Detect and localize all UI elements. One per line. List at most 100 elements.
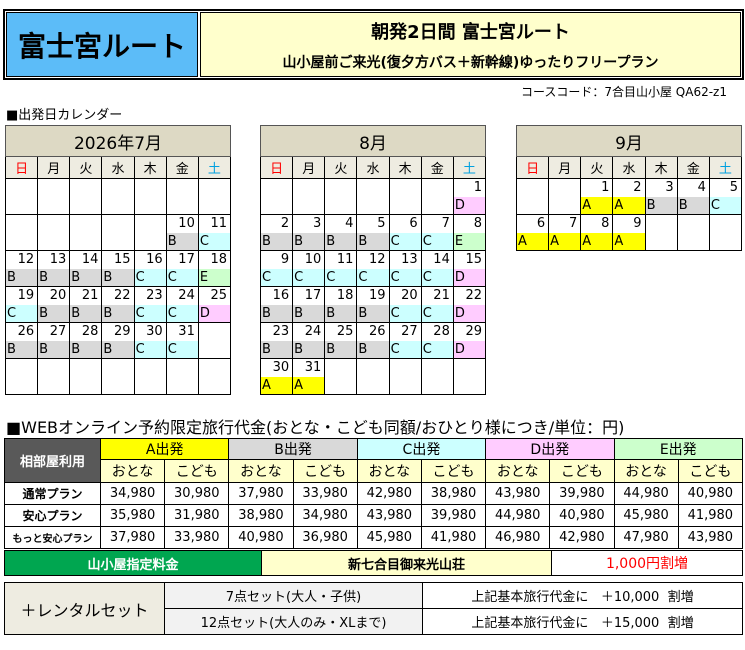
calendar-day[interactable]: 17 C: [165, 250, 199, 287]
calendar-day[interactable]: 20 C: [388, 286, 422, 323]
calendar-day[interactable]: 16 C: [133, 250, 167, 287]
calendar-empty-cell: [37, 214, 71, 251]
calendar-day[interactable]: 10 C: [292, 250, 326, 287]
calendar-day[interactable]: 31 C: [165, 322, 199, 359]
calendar-day[interactable]: 12 B: [4, 250, 39, 287]
calendar-day[interactable]: 25 B: [324, 322, 358, 359]
day-number: 26: [369, 324, 386, 339]
calendar-day[interactable]: 31 A: [292, 358, 326, 395]
calendar-day[interactable]: 25 D: [197, 286, 232, 323]
day-number: 4: [697, 180, 706, 195]
calendar-day[interactable]: 28 B: [69, 322, 103, 359]
plan-label: もっと安心プラン: [4, 526, 101, 549]
calendar-empty-cell: [133, 358, 167, 395]
rental-label: ＋レンタルセット: [4, 582, 165, 635]
calendar-day[interactable]: 17 B: [292, 286, 326, 323]
weekday-header: 土: [452, 156, 487, 179]
calendar-day[interactable]: 16 B: [259, 286, 294, 323]
calendar-day[interactable]: 28 C: [420, 322, 454, 359]
calendar-day[interactable]: 10 B: [165, 214, 199, 251]
tour-title: 朝発2日間 富士宮ルート: [371, 21, 570, 43]
calendar-empty-cell: [644, 214, 678, 251]
calendar-day[interactable]: 21 B: [69, 286, 103, 323]
price-cell: 37,980: [99, 526, 166, 549]
calendar-day[interactable]: 13 B: [37, 250, 71, 287]
calendar-day[interactable]: 11 C: [324, 250, 358, 287]
price-row: もっと安心プラン 37,980 33,980 40,980 36,980 45,980 41…: [4, 526, 744, 549]
day-number: 31: [178, 324, 195, 339]
departure-code: B: [357, 305, 389, 322]
calendar-day[interactable]: 30 C: [133, 322, 167, 359]
calendar-empty-cell: [4, 178, 39, 215]
day-number: 23: [272, 324, 290, 339]
calendar-day[interactable]: 15 D: [452, 250, 487, 287]
calendar-day[interactable]: 19 B: [356, 286, 390, 323]
calendar-day[interactable]: 23 B: [259, 322, 294, 359]
day-number: 21: [433, 288, 450, 303]
day-number: 20: [49, 288, 67, 303]
calendar-day[interactable]: 22 B: [101, 286, 135, 323]
departure-code: A: [293, 377, 325, 394]
calendar-empty-cell: [197, 178, 232, 215]
calendar-day[interactable]: 12 C: [356, 250, 390, 287]
departure-code: C: [421, 341, 453, 358]
calendar-day[interactable]: 24 C: [165, 286, 199, 323]
calendar-day[interactable]: 21 C: [420, 286, 454, 323]
calendar-day[interactable]: 29 B: [101, 322, 135, 359]
weekday-header: 木: [388, 156, 422, 179]
departure-code: C: [389, 305, 421, 322]
adult-header: おとな: [485, 459, 551, 483]
calendar-day[interactable]: 15 B: [101, 250, 135, 287]
calendar-empty-cell: [101, 358, 135, 395]
plan-label: 安心プラン: [4, 504, 101, 527]
calendar-day[interactable]: 14 C: [420, 250, 454, 287]
calendar-empty-cell: [37, 178, 71, 215]
departure-code: B: [70, 305, 102, 322]
calendar-day[interactable]: 20 B: [37, 286, 71, 323]
calendar-day[interactable]: 23 C: [133, 286, 167, 323]
day-number: 29: [465, 324, 482, 339]
day-number: 27: [49, 324, 67, 339]
calendar-empty-cell: [165, 358, 199, 395]
calendar-empty-cell: [69, 358, 103, 395]
calendar-day[interactable]: 22 D: [452, 286, 487, 323]
calendar-day[interactable]: 18 B: [324, 286, 358, 323]
calendar-day[interactable]: 26 B: [356, 322, 390, 359]
calendar-day[interactable]: 13 C: [388, 250, 422, 287]
calendar-day[interactable]: 14 B: [69, 250, 103, 287]
calendar-day[interactable]: 18 E: [197, 250, 232, 287]
calendar-day[interactable]: 11 C: [197, 214, 232, 251]
calendar-day[interactable]: 27 C: [388, 322, 422, 359]
price-cell: 30,980: [164, 482, 230, 505]
calendar-day[interactable]: 24 B: [292, 322, 326, 359]
day-number: 26: [17, 324, 35, 339]
calendar-day[interactable]: 19 C: [4, 286, 39, 323]
calendar-day[interactable]: 30 A: [259, 358, 294, 395]
day-number: 14: [81, 252, 99, 267]
day-number: 5: [377, 216, 386, 231]
calendar-day[interactable]: 29 D: [452, 322, 487, 359]
price-section-title: ■WEBオンライン予約限定旅行代金(おとな・こども同額/おひとり様につき/単位：…: [6, 418, 625, 437]
calendar-day[interactable]: 27 B: [37, 322, 71, 359]
departure-code: D: [453, 269, 485, 286]
calendar-day[interactable]: 26 B: [4, 322, 39, 359]
departure-code: C: [134, 341, 166, 358]
